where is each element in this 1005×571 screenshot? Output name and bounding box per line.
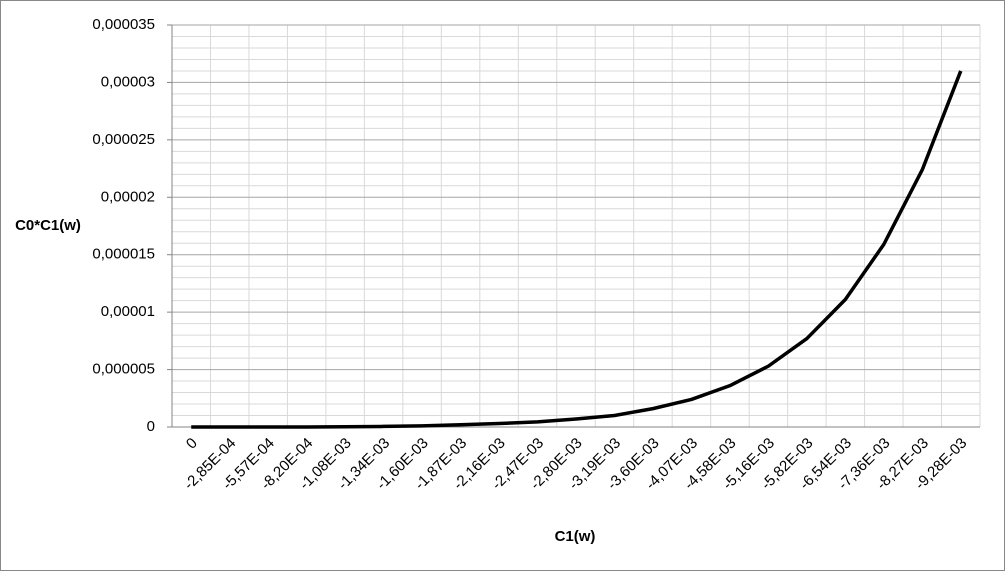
y-tick-label: 0 [147,418,155,435]
y-tick-label: 0,000025 [92,131,155,148]
y-tick-label: 0,000035 [92,16,155,33]
y-tick-label: 0,00002 [101,188,155,205]
line-series [191,70,963,429]
y-tick-label: 0,000005 [92,361,155,378]
y-axis-title: C0*C1(w) [15,217,81,234]
y-tick-label: 0,00001 [101,303,155,320]
y-tick-label: 0,00003 [101,73,155,90]
x-axis-title: C1(w) [555,528,596,545]
y-tick-label: 0,000015 [92,246,155,263]
